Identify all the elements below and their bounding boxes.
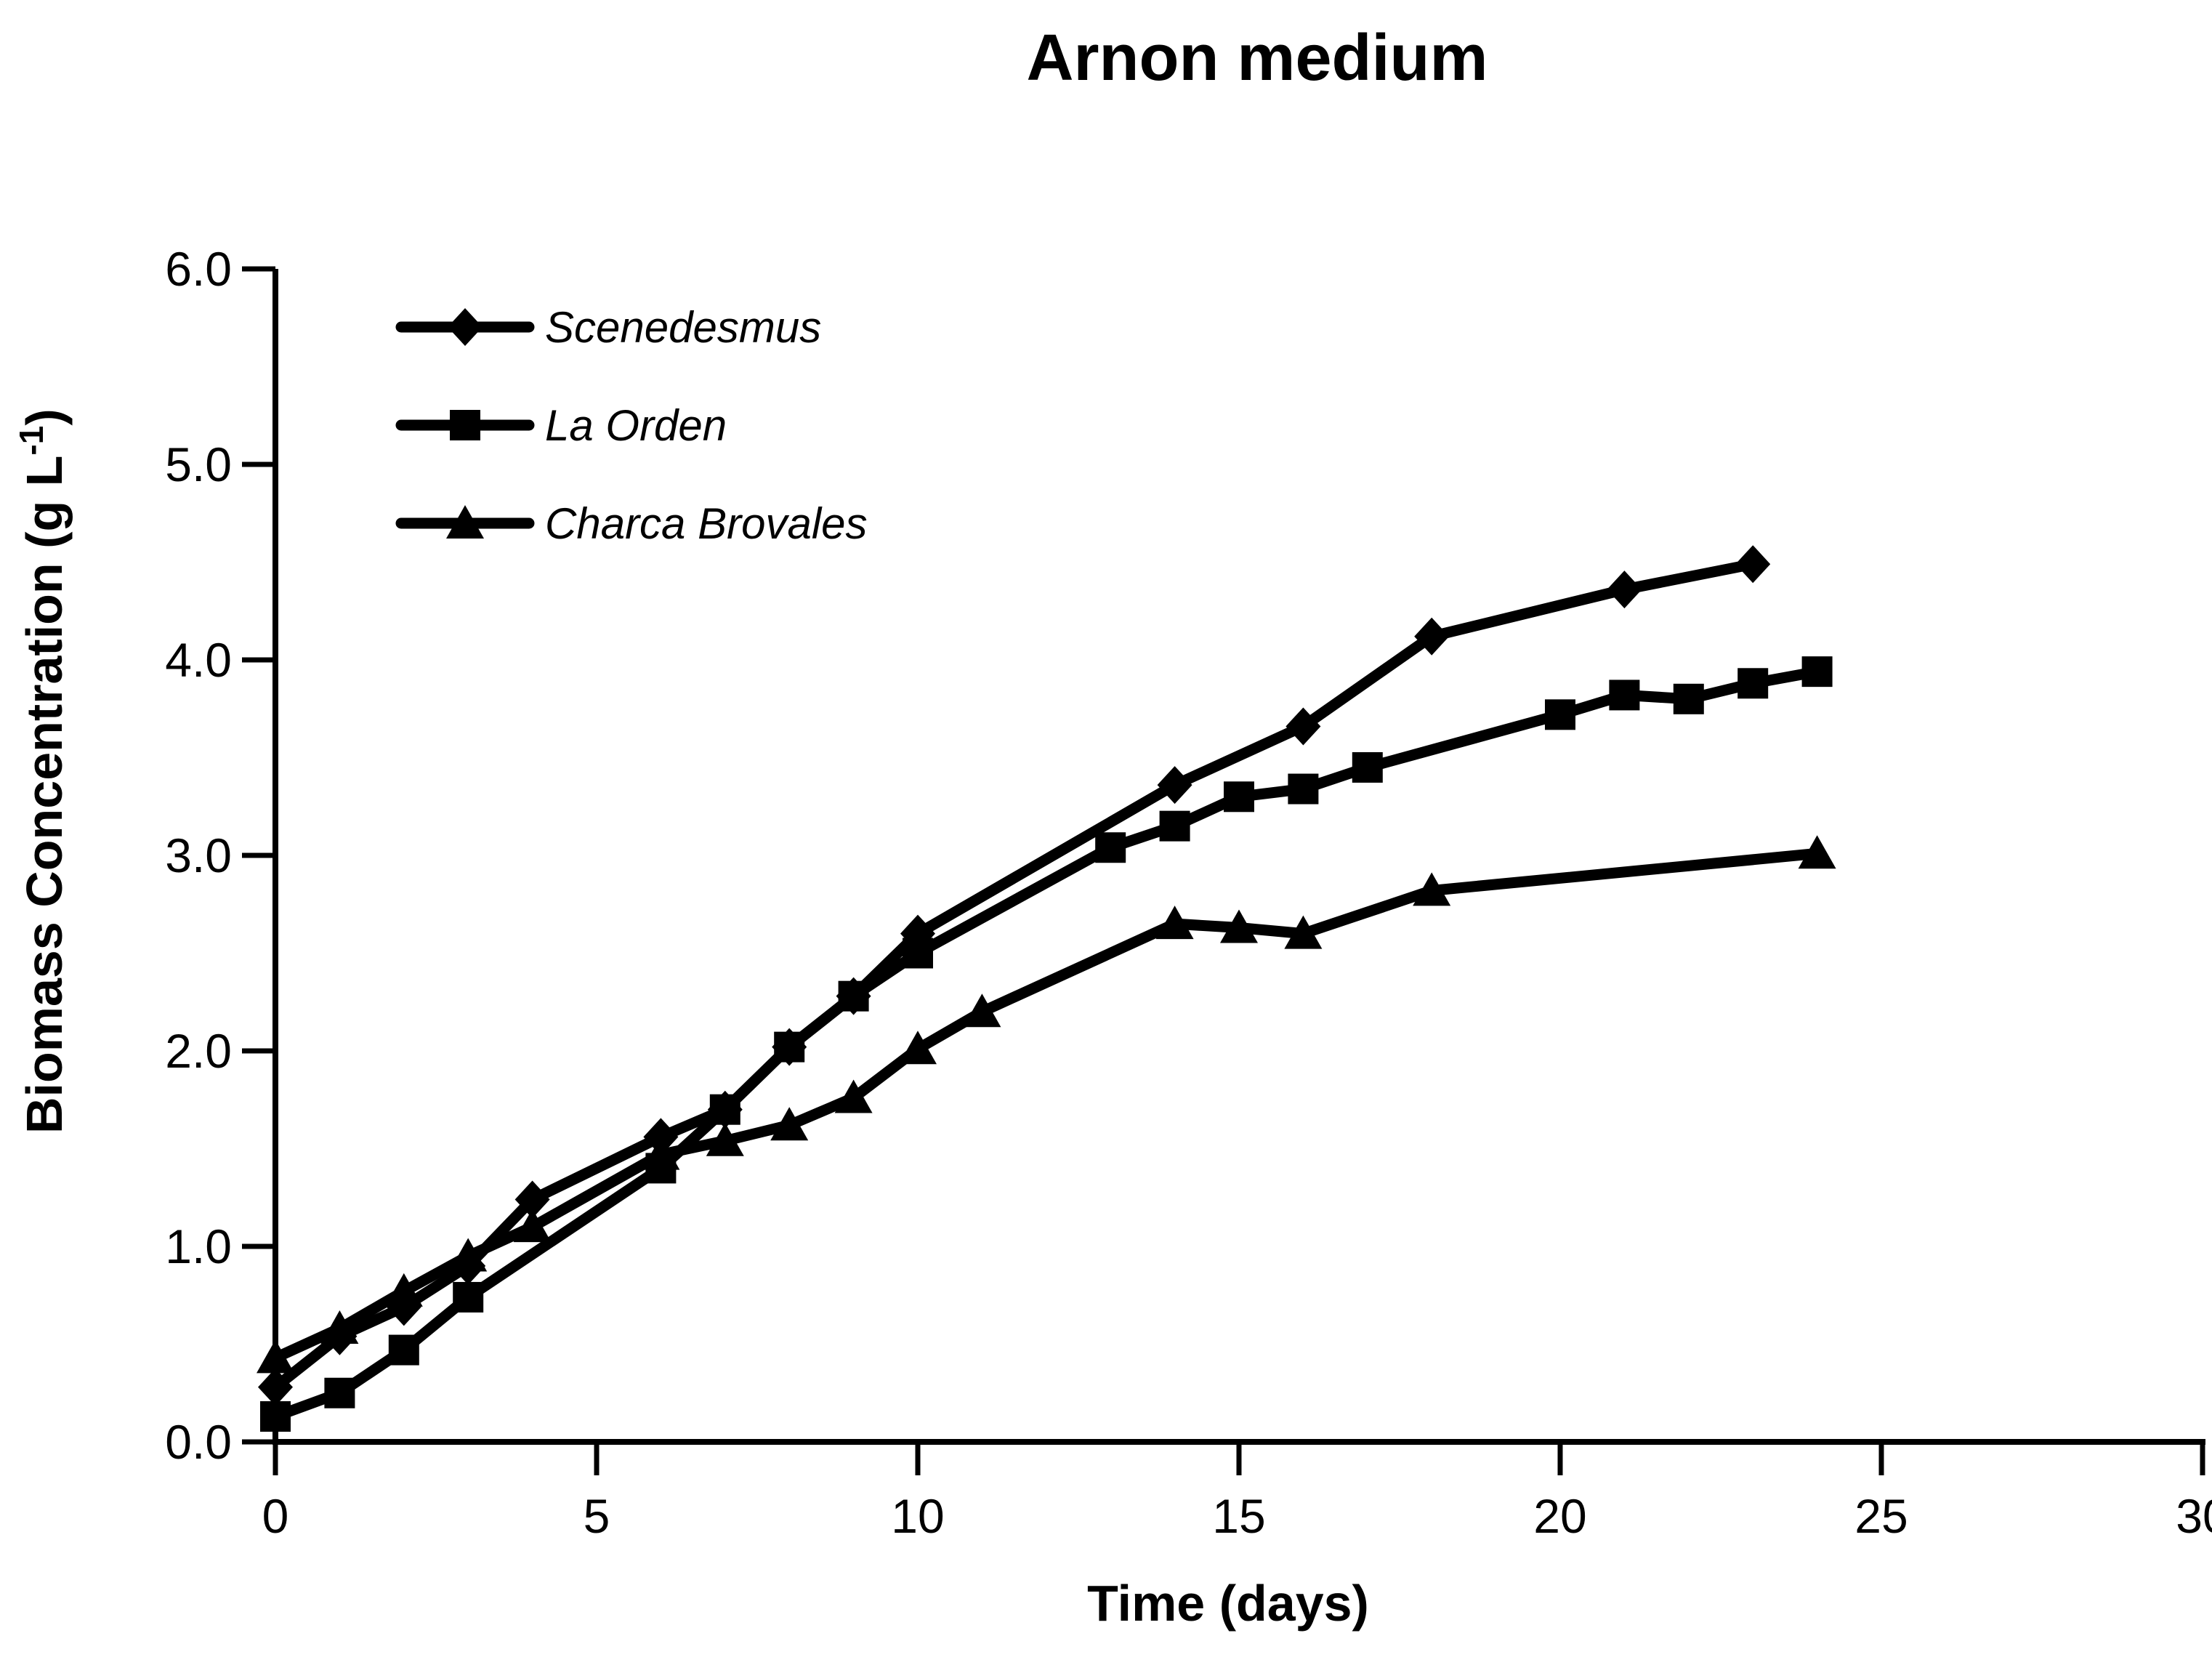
series-scenedesmus-marker (258, 1368, 293, 1406)
legend-label: La Orden (545, 401, 727, 450)
diamond-icon (448, 308, 483, 346)
y-tick-label: 5.0 (165, 438, 232, 491)
series-la-orden-marker (1737, 668, 1769, 699)
x-tick-label: 10 (891, 1489, 944, 1543)
series-la-orden-marker (1288, 773, 1319, 805)
series-charca-brovales-marker (449, 1238, 488, 1272)
series-la-orden-marker (774, 1031, 805, 1063)
series-charca-brovales-marker (834, 1079, 873, 1113)
series-charca-brovales-marker (1284, 915, 1323, 949)
series-scenedesmus (258, 545, 1771, 1406)
series-la-orden-marker (1095, 832, 1126, 863)
series-charca-brovales-marker (899, 1031, 937, 1065)
series-charca-brovales-marker (963, 993, 1001, 1028)
y-tick-label: 6.0 (165, 242, 232, 296)
x-tick-label: 15 (1212, 1489, 1265, 1543)
x-tick-label: 30 (2176, 1489, 2212, 1543)
data-series (257, 545, 1836, 1432)
series-charca-brovales-line (270, 847, 1823, 1363)
series-scenedesmus-marker (1414, 617, 1450, 656)
x-axis-label: Time (days) (1087, 1575, 1369, 1632)
y-tick-label: 0.0 (165, 1415, 232, 1469)
series-charca-brovales-marker (1798, 835, 1836, 869)
x-tick-label: 25 (1854, 1489, 1908, 1543)
chart-title: Arnon medium (1026, 22, 1488, 94)
series-la-orden-marker (1673, 683, 1704, 714)
series-charca-brovales-marker (1220, 909, 1258, 943)
series-charca-brovales-marker (706, 1122, 744, 1156)
series-scenedesmus-marker (1735, 545, 1771, 584)
x-tick-label: 0 (262, 1489, 289, 1543)
x-tick-label: 5 (584, 1489, 610, 1543)
series-la-orden-marker (1545, 699, 1575, 730)
series-charca-brovales-marker (320, 1310, 359, 1344)
series-scenedesmus-marker (514, 1180, 550, 1219)
square-icon (450, 410, 480, 440)
series-la-orden-marker (838, 980, 869, 1012)
x-axis-ticks: 0 5 10 15 20 25 30 (262, 1442, 2212, 1543)
series-scenedesmus-line (270, 558, 1759, 1393)
series-la-orden-marker (260, 1401, 291, 1432)
series-charca-brovales-marker (384, 1273, 423, 1307)
series-charca-brovales-marker (513, 1209, 552, 1243)
series-scenedesmus-marker (1607, 571, 1642, 609)
series-la-orden-marker (388, 1334, 419, 1366)
series-la-orden-line (270, 666, 1823, 1422)
series-la-orden-marker (1159, 810, 1190, 842)
series-charca-brovales-marker (642, 1136, 680, 1170)
x-tick-label: 20 (1533, 1489, 1586, 1543)
legend-item-la-orden: La Orden (395, 401, 727, 450)
series-charca-brovales-marker (257, 1339, 294, 1374)
series-la-orden-marker (1609, 680, 1640, 711)
legend-label: Scenedesmus (545, 303, 821, 352)
series-scenedesmus-marker (1157, 766, 1192, 805)
series-la-orden-marker (324, 1377, 355, 1408)
legend-item-scenedesmus: Scenedesmus (395, 303, 821, 352)
y-axis-ticks: 0.0 1.0 2.0 3.0 4.0 5.0 6.0 (165, 242, 275, 1469)
legend: Scenedesmus La Orden Charca Brovales (395, 303, 868, 548)
y-axis-label: Biomass Concentration (g L-1) (12, 408, 73, 1134)
legend-item-charca-brovales: Charca Brovales (395, 499, 868, 548)
y-tick-label: 3.0 (165, 829, 232, 882)
series-la-orden-marker (1352, 751, 1383, 783)
triangle-icon (446, 505, 484, 539)
series-charca-brovales (257, 835, 1836, 1374)
series-scenedesmus-marker (1285, 707, 1321, 746)
y-tick-label: 4.0 (165, 633, 232, 687)
series-charca-brovales-marker (770, 1107, 809, 1141)
series-la-orden-marker (709, 1094, 740, 1125)
series-la-orden-marker (903, 938, 933, 969)
y-tick-label: 1.0 (165, 1219, 232, 1273)
series-la-orden-marker (1224, 781, 1254, 813)
series-la-orden-marker (453, 1281, 484, 1313)
legend-label: Charca Brovales (545, 499, 868, 548)
series-la-orden (260, 656, 1833, 1432)
series-charca-brovales-marker (1413, 872, 1451, 906)
series-charca-brovales-marker (1155, 906, 1194, 940)
y-tick-label: 2.0 (165, 1024, 232, 1078)
series-la-orden-marker (1801, 656, 1833, 688)
